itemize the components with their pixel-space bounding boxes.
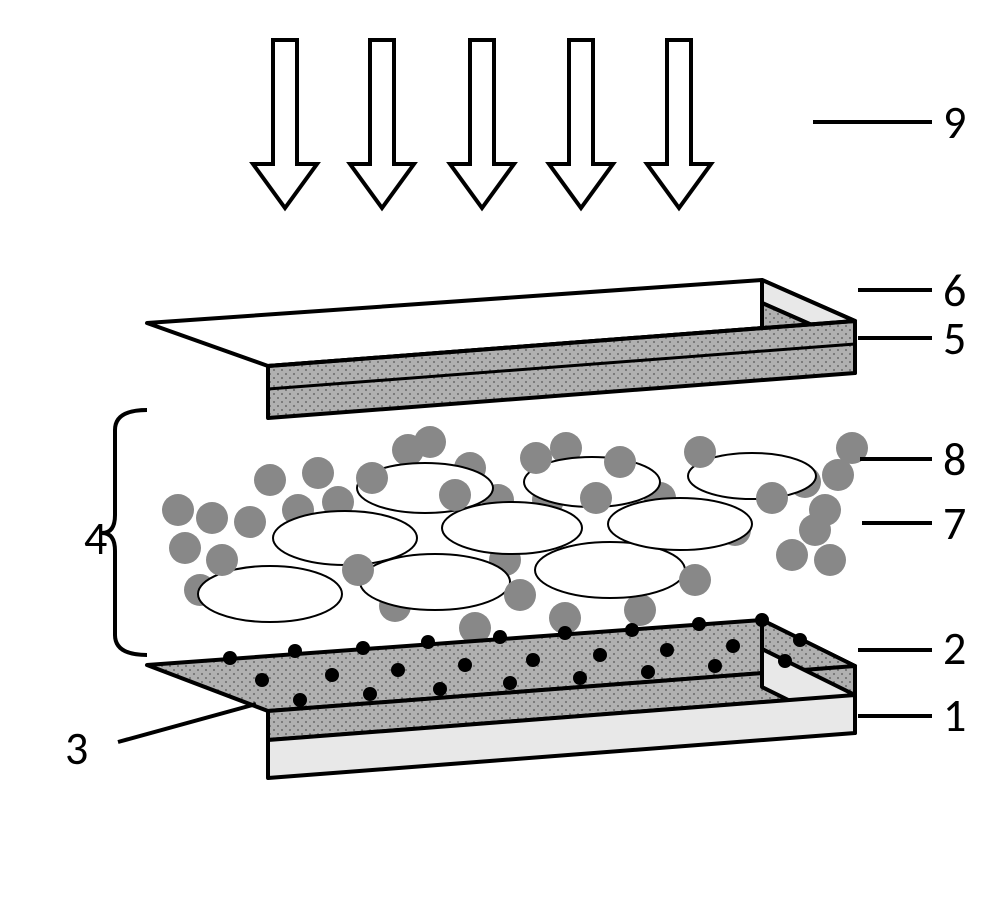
particle: [162, 494, 194, 526]
surface-dot: [660, 643, 674, 657]
arrow-down-icon: [549, 40, 613, 208]
label-8: 8: [943, 432, 966, 488]
surface-dot: [593, 648, 607, 662]
arrow-down-icon: [253, 40, 317, 208]
particle: [756, 482, 788, 514]
surface-dot: [391, 663, 405, 677]
surface-dot: [726, 639, 740, 653]
particle: [520, 442, 552, 474]
surface-dot: [293, 693, 307, 707]
surface-dot: [223, 651, 237, 665]
label-6: 6: [943, 263, 966, 319]
surface-dot: [493, 630, 507, 644]
diagram-svg: [0, 0, 1000, 911]
surface-dot: [573, 671, 587, 685]
surface-dot: [363, 687, 377, 701]
particle: [624, 594, 656, 626]
particle: [679, 564, 711, 596]
label-9: 9: [943, 95, 966, 151]
brace-4: [102, 410, 147, 655]
particle: [234, 506, 266, 538]
leader-3: [118, 704, 256, 742]
matrix-ellipse: [535, 542, 685, 598]
particle: [439, 479, 471, 511]
surface-dot: [558, 626, 572, 640]
particle: [302, 457, 334, 489]
label-3: 3: [65, 721, 88, 777]
surface-dot: [255, 673, 269, 687]
particle: [206, 544, 238, 576]
matrix-ellipse: [608, 498, 752, 550]
particle: [684, 436, 716, 468]
particle: [580, 482, 612, 514]
particle: [604, 446, 636, 478]
particle: [776, 539, 808, 571]
label-4: 4: [84, 511, 107, 567]
label-2: 2: [943, 621, 966, 677]
arrow-down-icon: [350, 40, 414, 208]
surface-dot: [325, 668, 339, 682]
surface-dot: [625, 623, 639, 637]
particle: [196, 502, 228, 534]
surface-dot: [526, 653, 540, 667]
particle: [414, 426, 446, 458]
particle: [814, 544, 846, 576]
particle: [822, 459, 854, 491]
label-5: 5: [943, 311, 966, 367]
arrow-down-icon: [450, 40, 514, 208]
label-1: 1: [943, 688, 966, 744]
label-7: 7: [943, 496, 966, 552]
surface-dot: [421, 635, 435, 649]
surface-dot: [433, 682, 447, 696]
surface-dot: [755, 613, 769, 627]
particle: [504, 579, 536, 611]
surface-dot: [708, 659, 722, 673]
matrix-ellipse: [360, 554, 510, 610]
surface-dot: [793, 633, 807, 647]
particle: [799, 514, 831, 546]
surface-dot: [692, 617, 706, 631]
surface-dot: [458, 658, 472, 672]
particle: [342, 554, 374, 586]
arrow-down-icon: [647, 40, 711, 208]
particle: [254, 464, 286, 496]
matrix-ellipse: [273, 511, 417, 565]
particle: [356, 462, 388, 494]
particle: [169, 532, 201, 564]
surface-dot: [641, 665, 655, 679]
surface-dot: [778, 654, 792, 668]
surface-dot: [288, 644, 302, 658]
surface-dot: [503, 676, 517, 690]
surface-dot: [356, 641, 370, 655]
